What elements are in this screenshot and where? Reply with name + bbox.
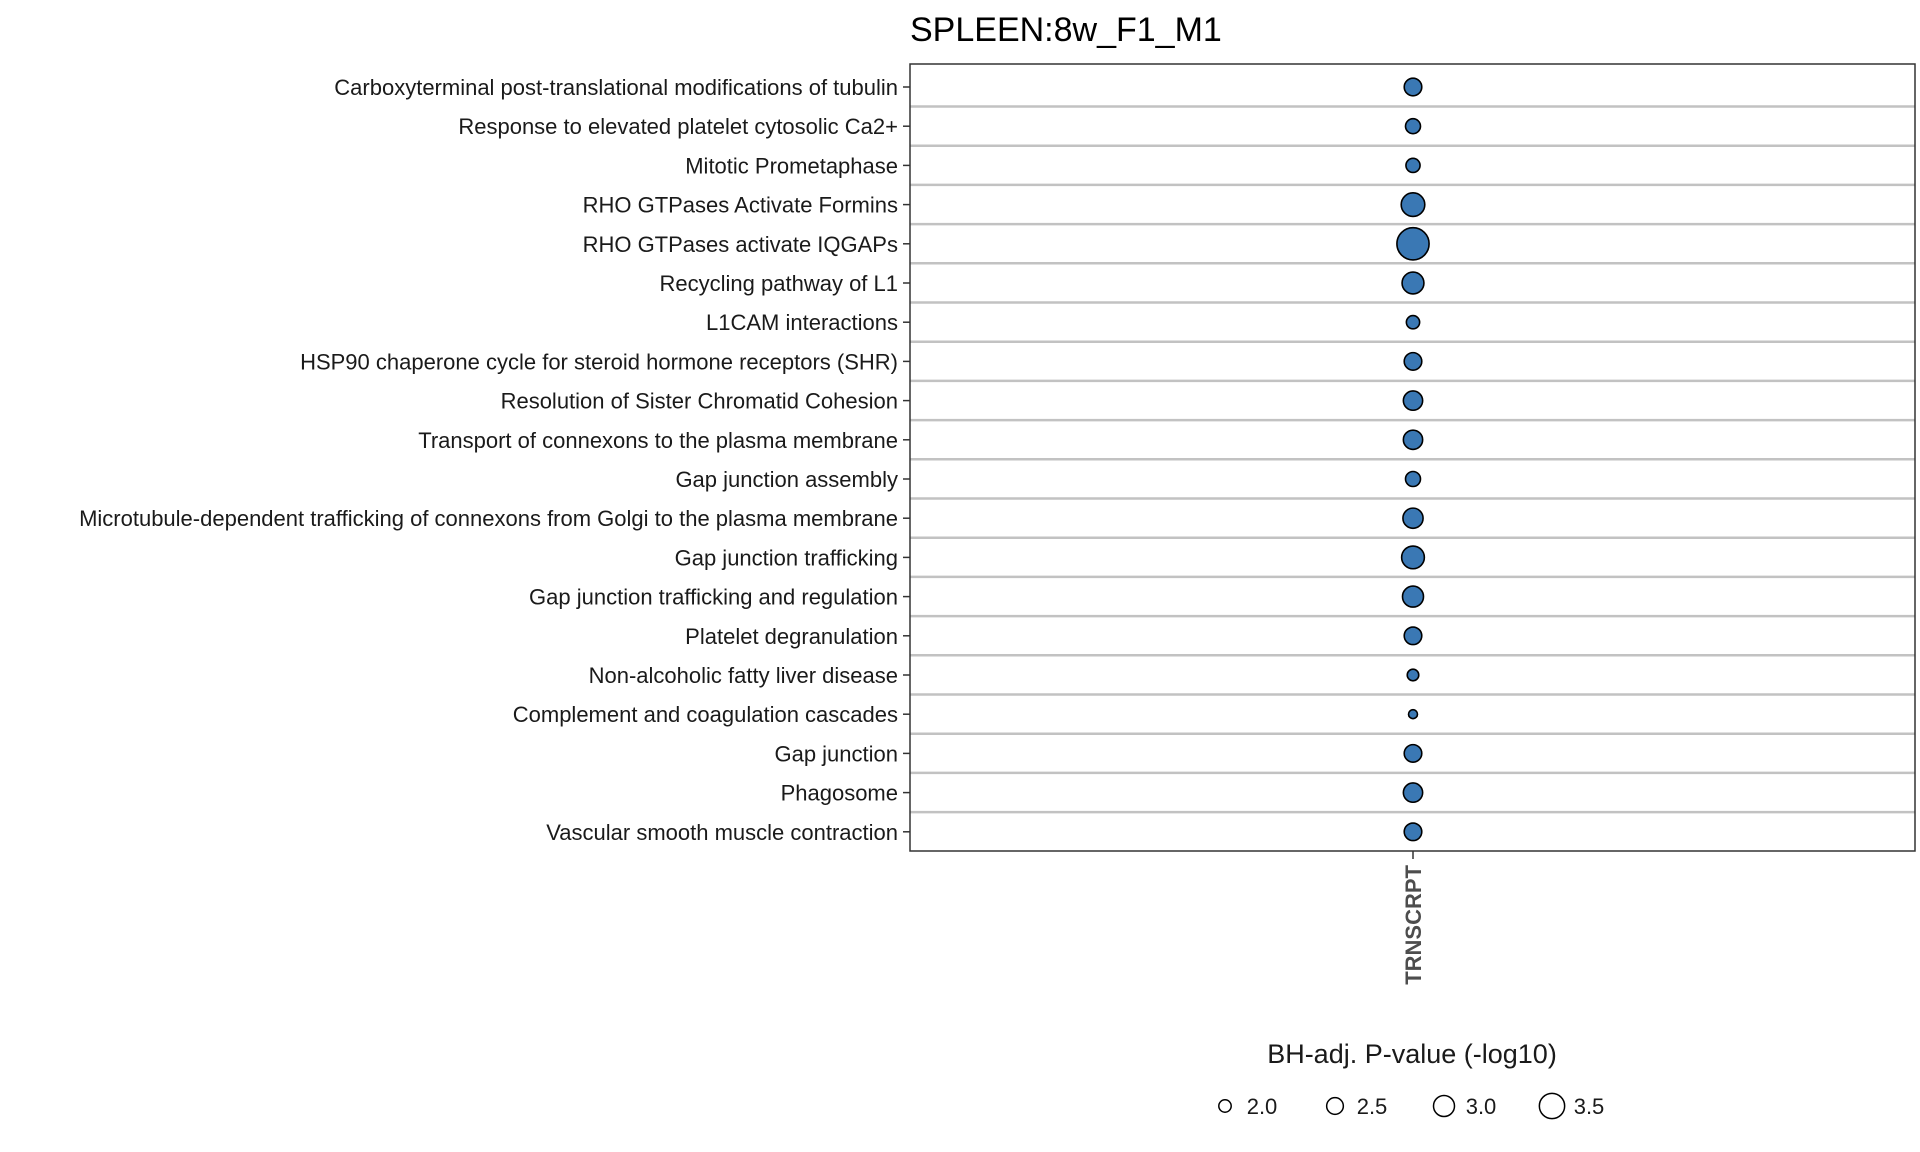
data-point — [1403, 822, 1423, 842]
data-point — [1403, 743, 1423, 763]
data-point — [1401, 585, 1425, 608]
data-point — [1402, 507, 1424, 530]
y-tick-label: Microtubule-dependent trafficking of con… — [79, 506, 898, 531]
y-tick-label: Carboxyterminal post-translational modif… — [334, 75, 898, 100]
y-tick-label: L1CAM interactions — [706, 310, 898, 335]
data-point — [1404, 470, 1422, 488]
legend-key-circle — [1218, 1099, 1232, 1113]
data-points — [1396, 77, 1430, 842]
y-tick-label: HSP90 chaperone cycle for steroid hormon… — [300, 349, 898, 374]
size-legend: BH-adj. P-value (-log10) 2.0 2.5 3.0 3.5 — [1218, 1039, 1605, 1120]
data-point — [1403, 77, 1423, 97]
y-tick-label: Gap junction trafficking — [675, 545, 898, 570]
legend-key-label: 2.0 — [1247, 1094, 1278, 1119]
y-tick-label: Gap junction trafficking and regulation — [529, 585, 898, 610]
data-point — [1403, 626, 1423, 646]
data-point — [1400, 545, 1426, 570]
legend-title: BH-adj. P-value (-log10) — [1267, 1039, 1557, 1069]
data-point — [1400, 192, 1426, 218]
y-tick-label: Recycling pathway of L1 — [660, 271, 898, 296]
data-point — [1406, 668, 1420, 682]
y-tick-label: Vascular smooth muscle contraction — [546, 820, 898, 845]
data-point — [1402, 390, 1424, 412]
data-point — [1405, 157, 1421, 174]
x-axis: TRNSCRPT — [1401, 851, 1426, 985]
y-tick-label: RHO GTPases Activate Formins — [583, 193, 898, 218]
y-tick-label: Gap junction — [774, 741, 898, 766]
data-point — [1402, 782, 1424, 804]
y-tick-label: Gap junction assembly — [675, 467, 898, 492]
legend-key-label: 3.0 — [1466, 1094, 1497, 1119]
gridlines — [910, 105, 1915, 814]
data-point — [1403, 351, 1423, 371]
y-tick-label: Transport of connexons to the plasma mem… — [418, 428, 898, 453]
y-tick-label: Platelet degranulation — [685, 624, 898, 649]
y-tick-label: Complement and coagulation cascades — [513, 702, 898, 727]
legend-keys: 2.0 2.5 3.0 3.5 — [1218, 1092, 1605, 1120]
legend-key-label: 2.5 — [1357, 1094, 1388, 1119]
y-tick-label: Non-alcoholic fatty liver disease — [589, 663, 898, 688]
data-point — [1402, 429, 1424, 451]
chart-title: SPLEEN:8w_F1_M1 — [910, 11, 1222, 49]
legend-key-circle — [1325, 1096, 1345, 1116]
y-tick-label: Mitotic Prometaphase — [685, 153, 898, 178]
legend-key-circle — [1538, 1092, 1566, 1120]
y-tick-label: RHO GTPases activate IQGAPs — [583, 232, 898, 257]
y-axis: Carboxyterminal post-translational modif… — [79, 75, 910, 845]
data-point — [1405, 314, 1421, 330]
y-tick-label: Phagosome — [781, 781, 898, 806]
data-point — [1401, 271, 1425, 295]
y-tick-label: Resolution of Sister Chromatid Cohesion — [501, 389, 898, 414]
x-tick-label: TRNSCRPT — [1401, 864, 1426, 984]
data-point — [1404, 117, 1422, 135]
legend-key-circle — [1432, 1094, 1456, 1118]
legend-key-label: 3.5 — [1574, 1094, 1605, 1119]
data-point — [1407, 708, 1419, 720]
y-tick-label: Response to elevated platelet cytosolic … — [458, 114, 898, 139]
data-point — [1396, 226, 1430, 261]
